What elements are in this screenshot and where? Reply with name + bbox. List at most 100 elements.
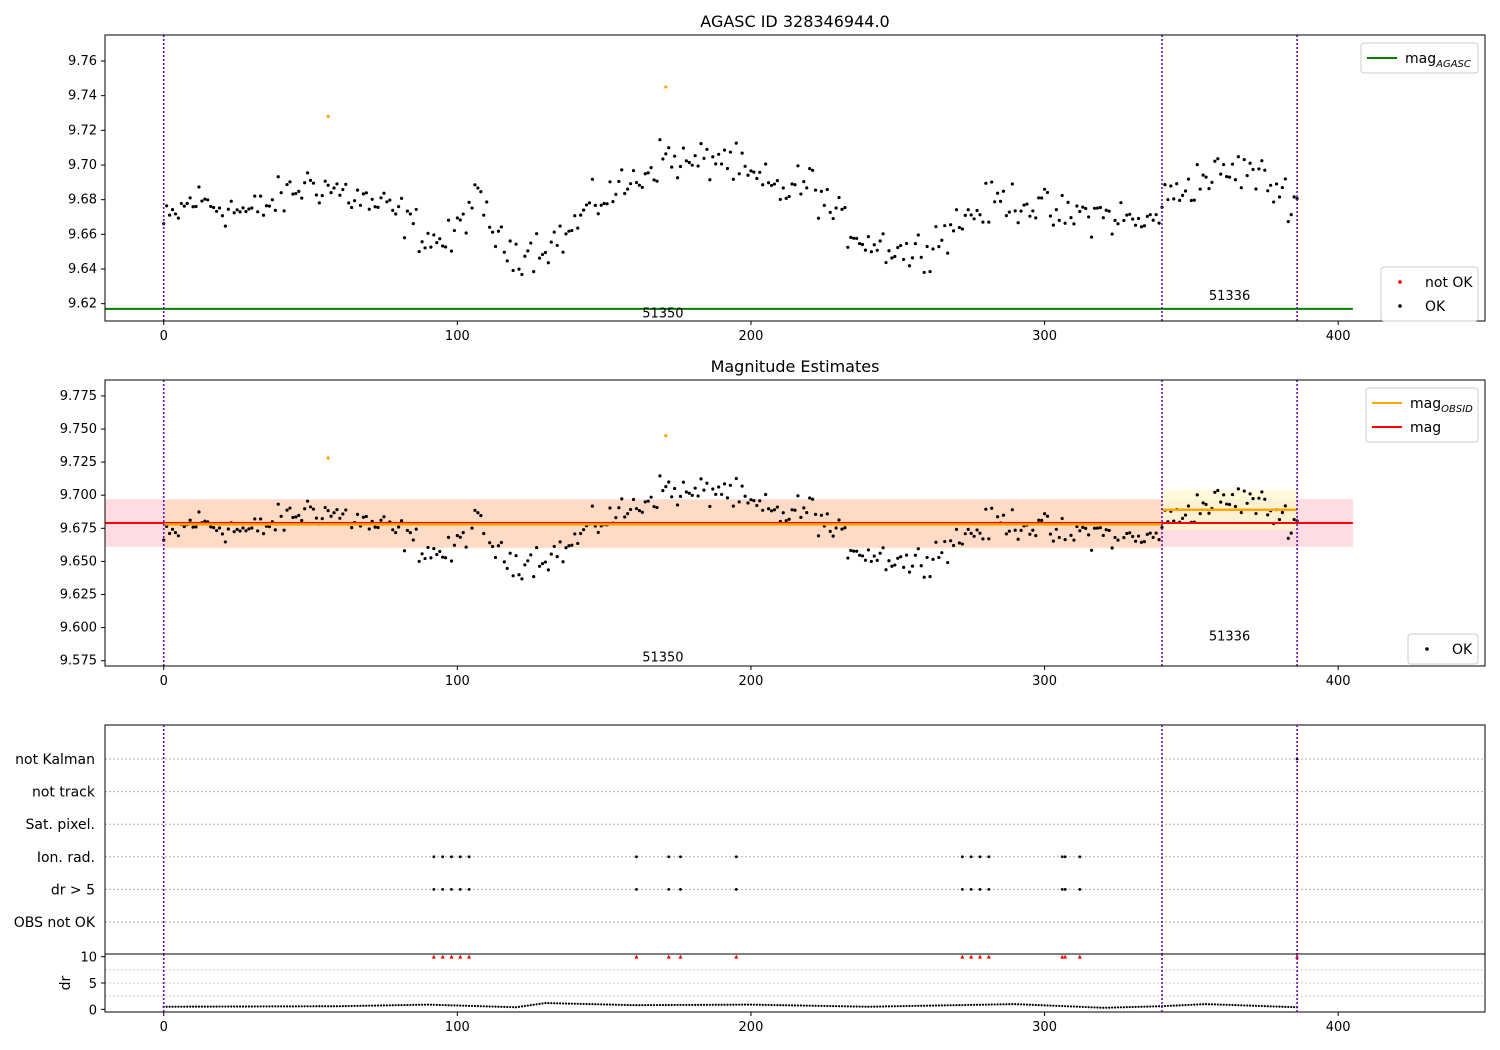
ok-point bbox=[1113, 218, 1117, 222]
ok-point bbox=[916, 547, 920, 551]
ok-point bbox=[910, 256, 915, 260]
ok-point bbox=[690, 493, 694, 497]
ok-point bbox=[825, 512, 829, 516]
ok-point bbox=[972, 534, 976, 538]
ok-point bbox=[708, 178, 712, 182]
y-tick-label: 9.625 bbox=[60, 588, 97, 603]
dr-point bbox=[1281, 1005, 1284, 1008]
dr-point bbox=[711, 1003, 714, 1006]
dr-point bbox=[820, 1004, 823, 1007]
dr-point bbox=[955, 1004, 958, 1007]
ok-point bbox=[259, 517, 263, 521]
ok-point bbox=[878, 551, 882, 555]
ok-point bbox=[291, 192, 295, 196]
ok-point bbox=[781, 511, 785, 515]
dr-point bbox=[1037, 1003, 1040, 1007]
ok-point bbox=[555, 555, 559, 559]
ok-point bbox=[305, 499, 310, 503]
ok-point bbox=[352, 199, 357, 203]
dr-point bbox=[438, 1003, 441, 1007]
dr-point bbox=[462, 1004, 465, 1007]
dr-point bbox=[638, 1004, 641, 1007]
ok-point bbox=[476, 186, 480, 190]
ok-point bbox=[1289, 531, 1293, 535]
x-tick-label: 400 bbox=[1326, 1020, 1351, 1035]
dr-point bbox=[767, 1003, 770, 1007]
dr-point bbox=[429, 1003, 433, 1006]
dr-point bbox=[541, 1002, 544, 1005]
ok-point bbox=[1001, 513, 1006, 517]
ok-point bbox=[1233, 178, 1238, 182]
dr-point bbox=[864, 1005, 867, 1008]
ok-point bbox=[1245, 174, 1249, 178]
dr-point bbox=[770, 1003, 773, 1007]
ok-point bbox=[1128, 212, 1132, 216]
ok-point bbox=[969, 531, 973, 535]
ok-point bbox=[197, 185, 201, 189]
ok-point bbox=[523, 254, 527, 258]
ok-point bbox=[655, 505, 659, 510]
dr-point bbox=[796, 1004, 800, 1007]
ok-point bbox=[323, 179, 327, 183]
ok-point bbox=[573, 532, 577, 536]
ok-point bbox=[652, 178, 656, 182]
dr-point bbox=[514, 1006, 518, 1009]
ok-point bbox=[250, 526, 254, 530]
legend-dot-swatch bbox=[1398, 280, 1402, 284]
ok-point bbox=[1157, 221, 1161, 225]
dr-point bbox=[327, 1005, 330, 1008]
ok-point bbox=[643, 500, 647, 504]
legend-label: OK bbox=[1425, 299, 1446, 315]
ok-point bbox=[1227, 502, 1232, 507]
dr-y-tick-label: 10 bbox=[80, 951, 97, 966]
flag-point bbox=[667, 855, 671, 859]
dr-point bbox=[256, 1005, 259, 1008]
ok-point bbox=[332, 186, 336, 190]
ok-point bbox=[705, 147, 709, 151]
dr-point bbox=[359, 1004, 362, 1007]
ok-point bbox=[769, 183, 774, 188]
dr-point bbox=[1202, 1003, 1205, 1006]
dr-point bbox=[749, 1003, 753, 1006]
ok-point bbox=[1060, 193, 1064, 198]
ok-point bbox=[869, 559, 873, 564]
obsid-label: 51350 bbox=[642, 306, 683, 321]
ok-point bbox=[505, 259, 509, 263]
dr-point bbox=[1199, 1003, 1202, 1006]
ok-point bbox=[514, 554, 518, 558]
ok-point bbox=[943, 224, 947, 228]
ok-point bbox=[420, 552, 424, 556]
ok-point bbox=[966, 208, 970, 212]
ok-point bbox=[294, 515, 298, 519]
ok-point bbox=[825, 187, 829, 192]
dr-clipped-marker bbox=[969, 954, 974, 959]
ok-point bbox=[1195, 162, 1199, 167]
dr-point bbox=[964, 1003, 967, 1007]
outlier-point bbox=[664, 85, 668, 89]
ok-point bbox=[981, 537, 985, 541]
ok-point bbox=[896, 556, 900, 560]
dr-point bbox=[1146, 1005, 1149, 1008]
dr-point bbox=[588, 1002, 591, 1006]
ok-point bbox=[860, 242, 865, 247]
ok-point bbox=[637, 509, 641, 513]
dr-point bbox=[746, 1003, 750, 1006]
ok-point bbox=[740, 484, 744, 488]
dr-point bbox=[879, 1005, 882, 1008]
ok-point bbox=[379, 518, 383, 522]
dr-point bbox=[309, 1005, 312, 1008]
ok-point bbox=[170, 527, 175, 531]
ok-point bbox=[341, 512, 345, 516]
dr-point bbox=[403, 1003, 406, 1007]
dr-clipped-marker bbox=[986, 954, 991, 959]
dr-point bbox=[559, 1002, 562, 1005]
ok-point bbox=[1257, 496, 1261, 500]
ok-point bbox=[766, 507, 771, 511]
ok-point bbox=[1142, 224, 1147, 228]
ok-point bbox=[1222, 493, 1226, 497]
ok-point bbox=[946, 560, 950, 565]
dr-point bbox=[315, 1005, 318, 1008]
ok-point bbox=[614, 192, 618, 196]
ok-point bbox=[857, 241, 862, 246]
dr-point bbox=[755, 1003, 758, 1006]
